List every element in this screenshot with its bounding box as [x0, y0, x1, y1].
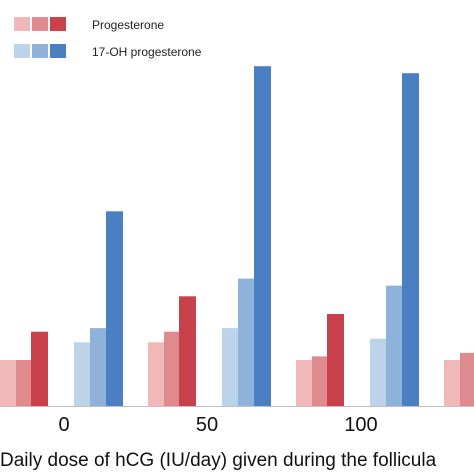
bar-1-4 — [444, 360, 461, 406]
bar-2-3 — [312, 356, 329, 406]
legend-swatch-1-3 — [50, 17, 66, 31]
bar-4-3 — [370, 338, 387, 406]
legend-swatch-1-1 — [14, 17, 30, 31]
bar-1-1 — [0, 360, 17, 406]
legend-swatch-1-2 — [32, 17, 48, 31]
bar-1-2 — [148, 342, 165, 406]
legend-label-2: 17-OH progesterone — [92, 45, 202, 59]
bar-2-2 — [164, 331, 181, 406]
bar-3-1 — [31, 331, 48, 406]
bar-4-2 — [222, 328, 239, 406]
legend-swatch-2-1 — [14, 44, 30, 58]
x-tick-label-1: 0 — [58, 414, 69, 436]
bar-4-1 — [74, 342, 91, 406]
bar-3-3 — [327, 314, 344, 406]
legend: Progesterone 17-OH progesterone — [14, 17, 202, 59]
x-tick-label-3: 100 — [344, 414, 377, 436]
bar-2-4 — [460, 352, 474, 406]
x-tick-label-2: 50 — [196, 414, 218, 436]
bar-2-1 — [16, 360, 33, 406]
bar-6-2 — [254, 66, 271, 406]
bars — [0, 66, 474, 406]
legend-label-1: Progesterone — [92, 18, 164, 32]
x-axis-title: Daily dose of hCG (IU/day) given during … — [0, 450, 437, 471]
bar-6-3 — [402, 73, 419, 406]
bar-5-3 — [386, 285, 403, 406]
bar-6-1 — [106, 211, 123, 406]
bar-5-2 — [238, 278, 255, 406]
bar-5-1 — [90, 328, 107, 406]
legend-swatch-2-2 — [32, 44, 48, 58]
bar-3-2 — [179, 296, 196, 406]
bar-1-3 — [296, 360, 313, 406]
x-tick-labels: 0 50 100 — [58, 414, 377, 436]
legend-swatch-2-3 — [50, 44, 66, 58]
